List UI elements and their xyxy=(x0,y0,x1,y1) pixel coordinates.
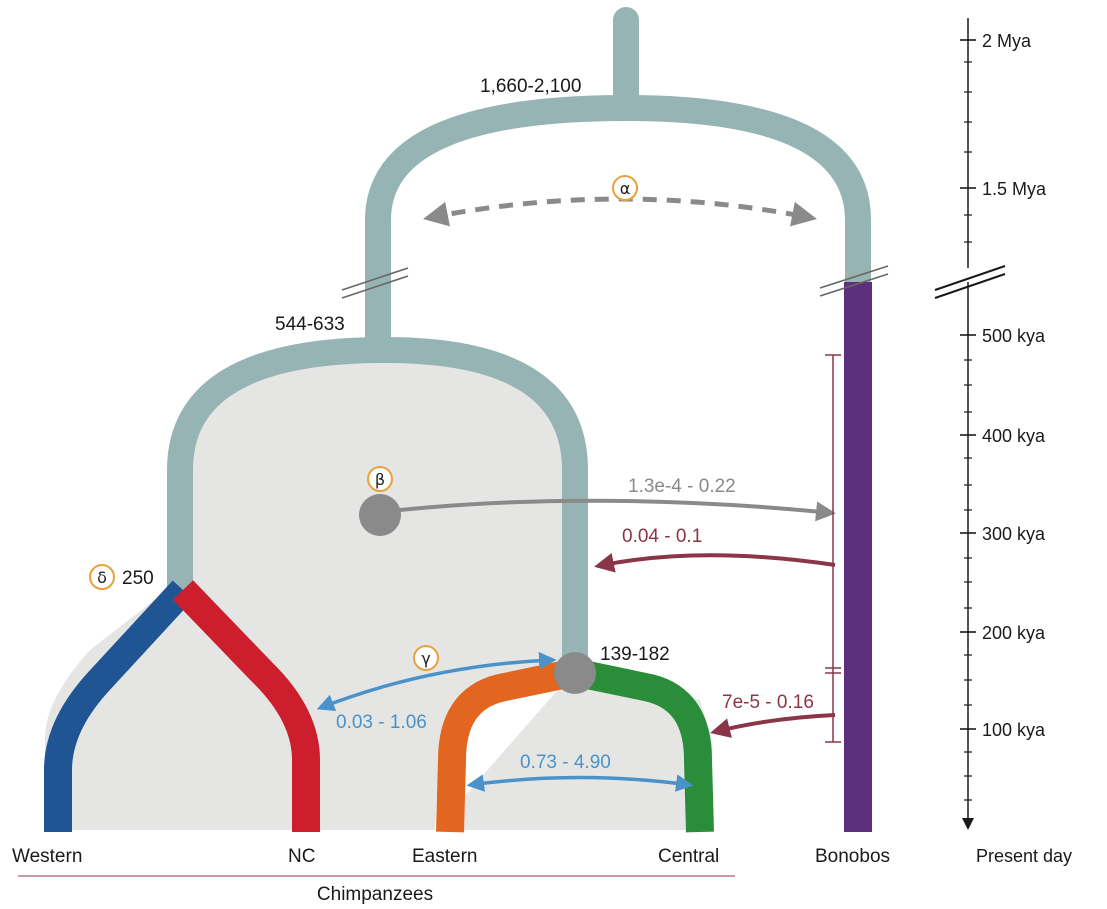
alpha-symbol: α xyxy=(620,179,631,198)
east-central-flow-arrow xyxy=(466,774,694,792)
tick-label-2mya: 2 Mya xyxy=(982,31,1032,51)
chimp-split-age-label: 544-633 xyxy=(275,314,345,335)
east-central-flow-label: 0.73 - 4.90 xyxy=(520,752,611,773)
central-branch xyxy=(575,659,714,833)
bonobo-to-central-old-arrow xyxy=(594,552,836,573)
root-age-label: 1,660-2,100 xyxy=(480,76,581,97)
gamma-flow-arrow xyxy=(316,651,557,712)
tick-label-100kya: 100 kya xyxy=(982,720,1046,740)
gamma-symbol: γ xyxy=(421,649,430,668)
gamma-badge: γ xyxy=(413,645,439,671)
chimp-ancestral-branch xyxy=(167,336,588,685)
time-axis-major-ticks xyxy=(960,39,976,730)
time-axis-minor-ticks xyxy=(964,61,972,801)
taxon-central: Central xyxy=(658,846,719,867)
east-central-node xyxy=(554,652,596,694)
tick-label-300kya: 300 kya xyxy=(982,524,1046,544)
tick-label-1-5mya: 1.5 Mya xyxy=(982,179,1047,199)
root-branch xyxy=(365,94,871,340)
beta-symbol: β xyxy=(375,470,385,489)
east-central-age-label: 139-182 xyxy=(600,644,670,665)
nc-branch xyxy=(172,580,320,832)
tick-label-500kya: 500 kya xyxy=(982,326,1046,346)
beta-flow-arrow xyxy=(399,498,836,522)
gamma-flow-label: 0.03 - 1.06 xyxy=(336,712,427,733)
beta-node xyxy=(359,494,401,536)
chimpanzee-group-label: Chimpanzees xyxy=(317,884,433,905)
tick-label-400kya: 400 kya xyxy=(982,426,1046,446)
taxon-western: Western xyxy=(12,846,82,867)
present-day-label: Present day xyxy=(976,846,1072,866)
delta-badge: δ xyxy=(89,564,115,590)
bonobo-to-central-recent-arrow xyxy=(710,713,836,738)
tick-label-200kya: 200 kya xyxy=(982,623,1046,643)
western-branch xyxy=(44,580,194,832)
time-axis-arrowhead xyxy=(962,818,974,830)
taxon-eastern: Eastern xyxy=(412,846,477,867)
beta-flow-label: 1.3e-4 - 0.22 xyxy=(628,476,736,497)
alpha-gene-flow-arrow xyxy=(423,196,817,227)
time-interval-bracket xyxy=(825,354,841,743)
alpha-badge: α xyxy=(612,175,638,201)
delta-age-label: 250 xyxy=(122,568,154,589)
tree-break-left xyxy=(341,267,409,299)
taxon-nc: NC xyxy=(288,846,315,867)
recent-maroon-flow-label: 7e-5 - 0.16 xyxy=(722,692,814,713)
old-maroon-flow-label: 0.04 - 0.1 xyxy=(622,526,702,547)
delta-symbol: δ xyxy=(97,568,107,587)
time-axis-break xyxy=(934,265,1006,299)
taxon-bonobos: Bonobos xyxy=(815,846,890,867)
beta-badge: β xyxy=(367,466,393,492)
tree-break-right xyxy=(819,265,889,297)
